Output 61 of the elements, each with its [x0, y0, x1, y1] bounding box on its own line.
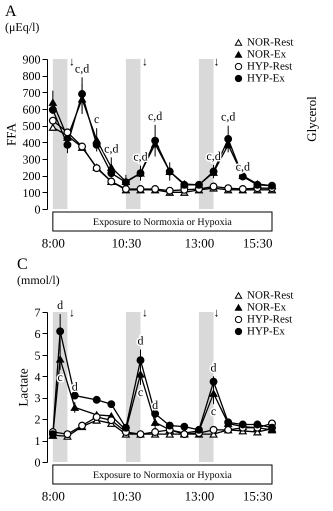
text: Exposure to Normoxia or Hypoxia	[92, 217, 232, 228]
annotation: c,d	[148, 108, 162, 123]
y-tick-label: 1	[34, 434, 40, 448]
y-tick-label: 200	[22, 169, 40, 184]
x-tick-label: 10:30	[112, 488, 142, 504]
y-tick-label: 800	[22, 69, 40, 84]
x-tick-label: 8:00	[42, 236, 65, 250]
y-tick-label: 400	[22, 136, 40, 150]
legend-label: HYP-Rest	[247, 60, 292, 72]
legend-label: NOR-Ex	[247, 48, 287, 60]
y-tick-label: 700	[22, 86, 40, 100]
annotation: ↓	[142, 54, 148, 69]
y-axis-title: FFA	[4, 122, 18, 146]
text: Glycerol	[304, 96, 319, 142]
y-axis-title: Lactate	[16, 368, 30, 407]
y-tick-label: 2	[34, 412, 40, 427]
annotation: c	[210, 404, 216, 418]
y-tick-label: 4	[34, 370, 40, 384]
x-tick-label: 10:30	[112, 236, 142, 250]
chart-subtitle: (mmol/l)	[17, 273, 60, 287]
y-tick-label: 3	[34, 391, 40, 406]
x-tick-label: 15:30	[242, 488, 272, 504]
annotation: c,d	[221, 110, 236, 124]
chart-subtitle: (μEq/l)	[5, 20, 40, 34]
x-tick-label: 8:00	[42, 488, 65, 504]
legend-label: NOR-Ex	[247, 302, 287, 314]
annotation: d	[57, 298, 64, 312]
annotation: c,d	[206, 148, 221, 163]
annotation: ↓	[213, 54, 220, 69]
y-tick-label: 300	[22, 152, 40, 166]
annotation: d	[210, 360, 217, 374]
text: Exposure to Normoxia or Hypoxia	[92, 470, 232, 481]
legend-label: NOR-Rest	[247, 290, 294, 302]
legend-label: HYP-Rest	[247, 314, 292, 326]
x-tick-label: 13:00	[184, 236, 214, 250]
legend-label: HYP-Ex	[247, 326, 286, 338]
annotation: d	[138, 334, 144, 348]
annotation: ↓	[142, 306, 148, 320]
y-tick-label: 6	[34, 326, 40, 341]
x-tick-label: 15:30	[242, 236, 272, 250]
annotation: c	[138, 384, 144, 399]
annotation: ↓	[213, 306, 220, 320]
y-tick-label: 5	[34, 348, 40, 362]
y-tick-label: 600	[22, 102, 40, 116]
y-tick-label: 0	[34, 202, 40, 216]
annotation: ↓	[68, 306, 75, 320]
legend-label: HYP-Ex	[247, 72, 286, 84]
annotation: c,d	[104, 141, 118, 156]
x-tick-label: 13:00	[184, 488, 214, 504]
y-tick-label: 900	[22, 52, 40, 66]
annotation: c,d	[74, 61, 90, 76]
annotation: ↓	[68, 54, 75, 69]
annotation: c	[94, 112, 100, 126]
legend-label: NOR-Rest	[247, 36, 294, 48]
y-tick-label: 500	[22, 119, 40, 134]
annotation: c,d	[133, 150, 148, 164]
chart-title: A	[5, 3, 17, 20]
y-tick-label: 7	[34, 306, 40, 320]
y-tick-label: 0	[34, 456, 40, 470]
chart-title: C	[17, 256, 28, 273]
y-tick-label: 100	[22, 186, 40, 200]
